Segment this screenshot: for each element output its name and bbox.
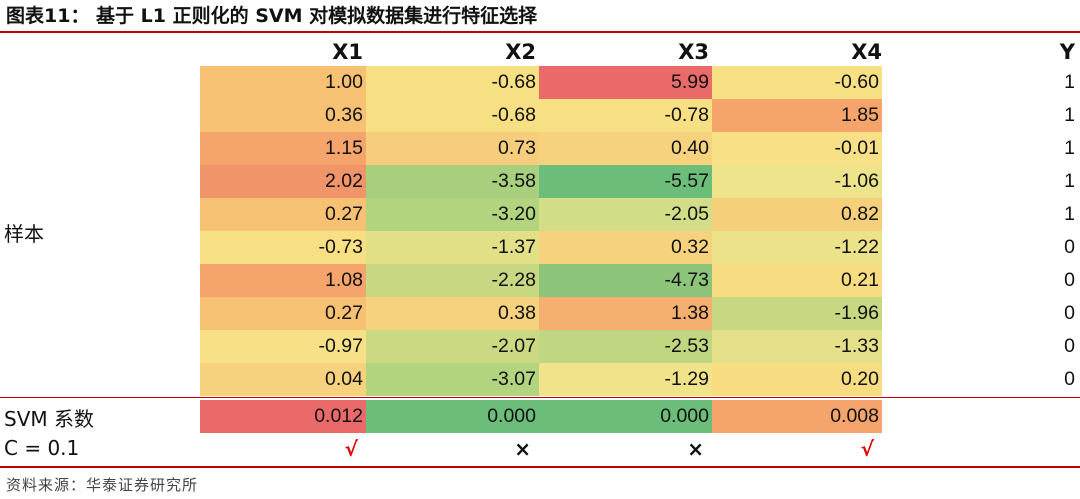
table-cell: -0.73 — [200, 231, 366, 264]
table-cell: -4.73 — [539, 264, 712, 297]
svm-coefficient-cell: 0.000 — [539, 400, 712, 433]
table-cell: -3.58 — [366, 165, 539, 198]
label-cell: 0 — [1064, 302, 1075, 324]
title-divider — [0, 31, 1080, 33]
label-cell: 0 — [1064, 368, 1075, 390]
table-cell: 0.32 — [539, 231, 712, 264]
column-header-x4: X4 — [851, 40, 882, 64]
source-note: 资料来源：华泰证券研究所 — [6, 476, 199, 494]
table-cell: -1.22 — [712, 231, 882, 264]
svm-divider — [0, 397, 1080, 398]
svm-coefficient-cell: 0.012 — [200, 400, 366, 433]
table-cell: 0.73 — [366, 132, 539, 165]
table-cell: -0.97 — [200, 330, 366, 363]
figure-title: 图表11： 基于 L1 正则化的 SVM 对模拟数据集进行特征选择 — [6, 5, 538, 27]
table-cell: -0.60 — [712, 66, 882, 99]
table-cell: -1.06 — [712, 165, 882, 198]
table-cell: -2.53 — [539, 330, 712, 363]
sample-label: 样本 — [4, 222, 44, 246]
check-mark-icon: √ — [344, 437, 358, 461]
table-cell: 0.82 — [712, 198, 882, 231]
table-cell: -0.01 — [712, 132, 882, 165]
table-cell: -0.78 — [539, 99, 712, 132]
table-cell: 0.20 — [712, 363, 882, 396]
table-cell: 2.02 — [200, 165, 366, 198]
table-cell: 1.08 — [200, 264, 366, 297]
label-cell: 1 — [1064, 170, 1075, 192]
table-cell: 0.40 — [539, 132, 712, 165]
label-cell: 1 — [1064, 203, 1075, 225]
table-cell: 5.99 — [539, 66, 712, 99]
column-header-y: Y — [1059, 40, 1075, 64]
label-cell: 1 — [1064, 71, 1075, 93]
label-cell: 0 — [1064, 269, 1075, 291]
column-header-x3: X3 — [678, 40, 709, 64]
table-cell: 0.38 — [366, 297, 539, 330]
table-cell: 0.27 — [200, 198, 366, 231]
table-cell: -3.20 — [366, 198, 539, 231]
cross-mark-icon: × — [514, 437, 531, 461]
table-cell: 0.04 — [200, 363, 366, 396]
regularization-label: C = 0.1 — [4, 436, 80, 460]
label-cell: 0 — [1064, 335, 1075, 357]
table-cell: 0.36 — [200, 99, 366, 132]
table-cell: -1.33 — [712, 330, 882, 363]
table-cell: -2.07 — [366, 330, 539, 363]
table-cell: 1.00 — [200, 66, 366, 99]
svm-coefficient-label: SVM 系数 — [4, 407, 94, 431]
table-cell: 0.21 — [712, 264, 882, 297]
table-cell: -3.07 — [366, 363, 539, 396]
table-cell: -2.28 — [366, 264, 539, 297]
table-cell: 0.27 — [200, 297, 366, 330]
table-cell: -1.29 — [539, 363, 712, 396]
table-cell: -0.68 — [366, 66, 539, 99]
bottom-divider — [0, 466, 1080, 468]
cross-mark-icon: × — [687, 437, 704, 461]
table-cell: -5.57 — [539, 165, 712, 198]
check-mark-icon: √ — [860, 437, 874, 461]
table-cell: 1.85 — [712, 99, 882, 132]
table-cell: -1.96 — [712, 297, 882, 330]
label-cell: 1 — [1064, 137, 1075, 159]
label-cell: 1 — [1064, 104, 1075, 126]
table-cell: -2.05 — [539, 198, 712, 231]
svm-coefficient-cell: 0.000 — [366, 400, 539, 433]
column-header-x1: X1 — [332, 40, 363, 64]
column-header-x2: X2 — [505, 40, 536, 64]
svm-coefficient-cell: 0.008 — [712, 400, 882, 433]
label-cell: 0 — [1064, 236, 1075, 258]
table-cell: 1.15 — [200, 132, 366, 165]
table-cell: -0.68 — [366, 99, 539, 132]
table-cell: 1.38 — [539, 297, 712, 330]
table-cell: -1.37 — [366, 231, 539, 264]
